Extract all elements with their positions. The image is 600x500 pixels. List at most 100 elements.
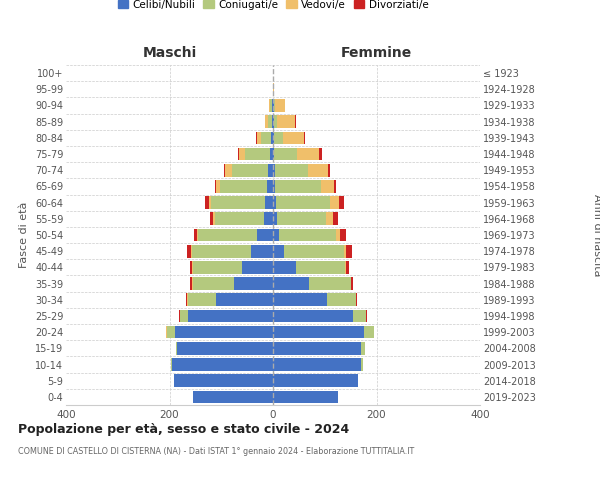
Bar <box>275 180 320 192</box>
Bar <box>271 132 273 144</box>
Bar <box>351 278 353 290</box>
Bar <box>279 228 336 241</box>
Bar <box>346 245 352 258</box>
Bar <box>353 310 366 322</box>
Bar <box>273 326 364 338</box>
Bar <box>209 196 211 209</box>
Bar <box>191 245 192 258</box>
Bar <box>334 180 336 192</box>
Bar <box>304 132 305 144</box>
Bar <box>232 164 268 176</box>
Bar <box>239 148 245 160</box>
Bar <box>361 342 365 354</box>
Bar <box>193 390 273 403</box>
Bar <box>205 196 209 209</box>
Bar <box>226 164 232 176</box>
Bar <box>257 132 261 144</box>
Bar <box>273 196 275 209</box>
Y-axis label: Fasce di età: Fasce di età <box>19 202 29 268</box>
Bar <box>273 228 279 241</box>
Bar <box>186 294 187 306</box>
Bar <box>257 228 273 241</box>
Bar <box>215 180 216 192</box>
Bar <box>340 228 346 241</box>
Text: Maschi: Maschi <box>142 46 197 60</box>
Bar <box>194 228 197 241</box>
Bar <box>273 132 274 144</box>
Bar <box>224 164 226 176</box>
Bar <box>336 228 340 241</box>
Bar <box>172 358 273 371</box>
Bar <box>188 310 273 322</box>
Text: Popolazione per età, sesso e stato civile - 2024: Popolazione per età, sesso e stato civil… <box>18 422 349 436</box>
Bar <box>176 342 177 354</box>
Bar <box>273 164 275 176</box>
Bar <box>190 278 192 290</box>
Bar <box>251 245 273 258</box>
Bar <box>190 261 192 274</box>
Text: Femmine: Femmine <box>341 46 412 60</box>
Bar <box>273 245 284 258</box>
Bar <box>210 212 213 225</box>
Bar <box>328 164 331 176</box>
Bar <box>245 148 271 160</box>
Bar <box>213 212 215 225</box>
Bar <box>238 148 239 160</box>
Bar <box>339 196 344 209</box>
Bar <box>177 342 273 354</box>
Bar <box>173 374 273 387</box>
Bar <box>273 342 361 354</box>
Bar <box>188 294 216 306</box>
Bar <box>319 148 322 160</box>
Bar <box>274 148 298 160</box>
Bar <box>273 148 274 160</box>
Bar <box>211 196 265 209</box>
Bar <box>261 132 271 144</box>
Bar <box>215 212 263 225</box>
Bar <box>268 164 273 176</box>
Bar <box>273 310 353 322</box>
Bar <box>271 148 273 160</box>
Bar <box>274 99 275 112</box>
Bar <box>216 180 220 192</box>
Bar <box>330 196 339 209</box>
Y-axis label: Anni di nascita: Anni di nascita <box>592 194 600 276</box>
Bar <box>328 294 356 306</box>
Bar <box>273 358 361 371</box>
Bar <box>277 212 326 225</box>
Bar <box>271 99 272 112</box>
Bar <box>274 132 283 144</box>
Bar <box>193 261 242 274</box>
Bar <box>167 326 175 338</box>
Bar <box>356 294 358 306</box>
Bar <box>344 245 346 258</box>
Bar <box>269 99 271 112</box>
Bar <box>265 116 268 128</box>
Bar <box>283 132 304 144</box>
Bar <box>193 278 234 290</box>
Bar <box>273 212 277 225</box>
Bar <box>192 245 251 258</box>
Bar <box>263 212 273 225</box>
Bar <box>273 374 358 387</box>
Bar <box>320 180 334 192</box>
Bar <box>242 261 273 274</box>
Bar <box>332 212 338 225</box>
Bar <box>361 358 362 371</box>
Bar <box>309 278 350 290</box>
Bar <box>284 245 344 258</box>
Bar <box>272 116 273 128</box>
Bar <box>273 390 338 403</box>
Bar <box>273 278 309 290</box>
Bar <box>273 294 328 306</box>
Bar <box>275 196 330 209</box>
Bar <box>296 261 346 274</box>
Bar <box>326 212 332 225</box>
Bar <box>273 116 274 128</box>
Bar <box>298 148 319 160</box>
Text: COMUNE DI CASTELLO DI CISTERNA (NA) - Dati ISTAT 1° gennaio 2024 - Elaborazione : COMUNE DI CASTELLO DI CISTERNA (NA) - Da… <box>18 448 414 456</box>
Bar <box>220 180 267 192</box>
Bar <box>175 326 273 338</box>
Bar <box>267 180 273 192</box>
Bar <box>277 116 295 128</box>
